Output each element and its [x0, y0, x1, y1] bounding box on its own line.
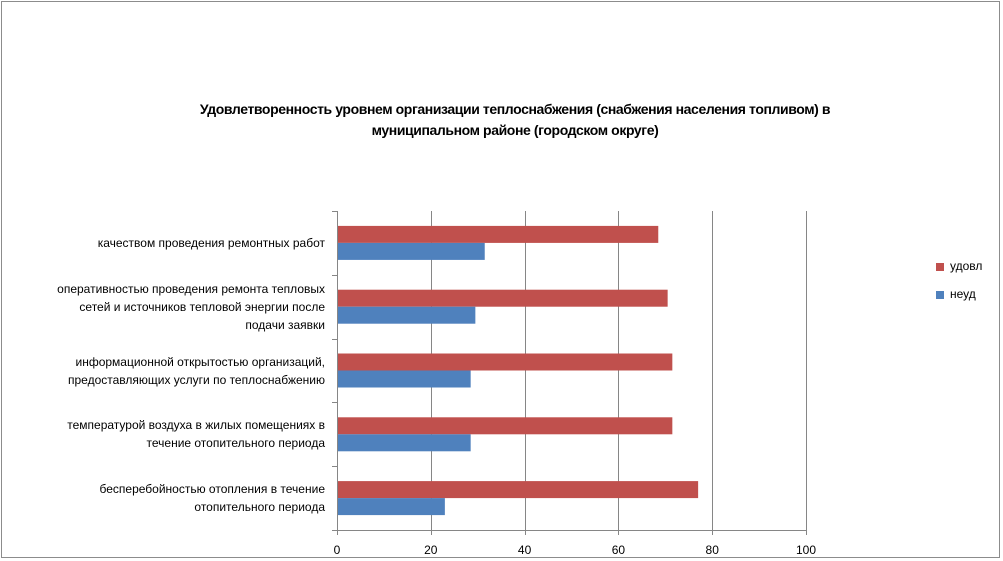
x-tick-label-0: 0 — [334, 543, 341, 557]
category-label-1-line-2: подачи заявки — [245, 317, 325, 332]
bar-neud-0 — [337, 242, 485, 260]
category-label-4-line-0: бесперебойностью отопления в течение — [99, 482, 326, 497]
bar-neud-2 — [337, 370, 471, 388]
category-label-2-line-0: информационной открытостью организаций, — [75, 354, 325, 369]
category-label-1-line-0: оперативностью проведения ремонта теплов… — [57, 281, 325, 296]
legend-label-udovl: удовл — [950, 259, 983, 273]
category-label-1: оперативностью проведения ремонта теплов… — [5, 280, 325, 334]
category-label-3-line-1: течение отопительного периода — [146, 436, 326, 451]
x-tick-label-100: 100 — [796, 543, 816, 557]
category-label-4-line-1: отопительного периода — [194, 500, 325, 515]
category-label-1-line-1: сетей и источников тепловой энергии посл… — [79, 299, 325, 314]
bar-udovl-2 — [337, 353, 673, 371]
x-tick-label-60: 60 — [612, 543, 626, 557]
bar-neud-3 — [337, 434, 471, 452]
bar-neud-4 — [337, 498, 445, 516]
x-tick-label-40: 40 — [518, 543, 532, 557]
category-label-2: информационной открытостью организаций, п… — [5, 353, 325, 389]
category-label-3-line-0: температурой воздуха в жилых помещениях … — [67, 418, 325, 433]
legend-swatch-udovl — [936, 263, 944, 271]
category-label-4: бесперебойностью отопления в течение отоп… — [5, 480, 326, 516]
bar-neud-1 — [337, 306, 476, 324]
bar-udovl-4 — [337, 481, 699, 499]
legend-swatch-neud — [936, 291, 944, 299]
bar-udovl-0 — [337, 225, 659, 243]
bar-udovl-3 — [337, 417, 673, 435]
bar-udovl-1 — [337, 289, 668, 307]
category-label-3: температурой воздуха в жилых помещениях … — [5, 416, 325, 452]
chart-title-line-2: муниципальном районе (городском округе) — [371, 122, 659, 138]
legend-label-neud: неуд — [950, 287, 976, 301]
category-label-0: качеством проведения ремонтных работ — [5, 234, 325, 252]
chart-title: Удовлетворенность уровнем организации те… — [100, 99, 930, 141]
x-tick-label-80: 80 — [706, 543, 720, 557]
x-tick-label-20: 20 — [424, 543, 438, 557]
category-label-2-line-1: предоставляющих услуги по теплоснабжению — [67, 372, 325, 387]
chart-title-line-1: Удовлетворенность уровнем организации те… — [199, 101, 831, 117]
category-label-0-line-0: качеством проведения ремонтных работ — [97, 235, 325, 250]
